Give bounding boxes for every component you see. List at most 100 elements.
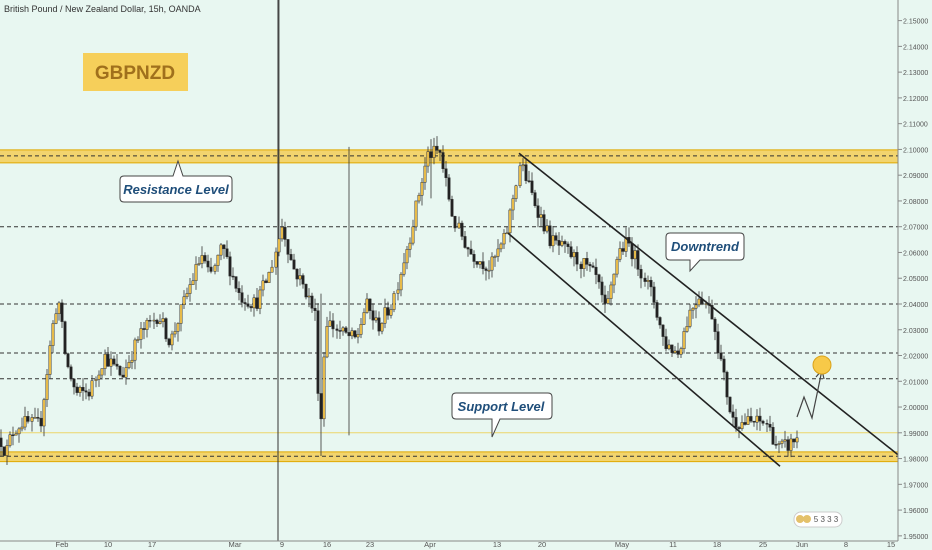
candle (115, 354, 119, 370)
candle (8, 431, 12, 448)
candle (152, 312, 156, 330)
time-tick-label: 11 (669, 540, 677, 549)
candle (548, 220, 552, 249)
candle (639, 264, 643, 289)
ticker-badge-label: GBPNZD (95, 63, 175, 84)
candle (54, 308, 58, 325)
candle (432, 137, 436, 165)
candle (429, 139, 433, 199)
indicator-badge: 5 3 3 3 (793, 511, 843, 528)
candle (316, 303, 320, 402)
resistance-zone (0, 149, 898, 163)
candle (264, 278, 268, 284)
candle (42, 397, 46, 437)
candle (636, 244, 640, 277)
candle (490, 252, 494, 278)
candle (206, 254, 210, 273)
candle (481, 252, 485, 275)
downtrend-callout: Downtrend (665, 232, 745, 273)
candle (615, 256, 619, 278)
candle (17, 427, 21, 443)
candle (11, 426, 15, 446)
candle (557, 232, 561, 255)
candle (179, 304, 183, 332)
time-tick-label: May (615, 540, 629, 549)
candle (460, 220, 464, 241)
candle (222, 244, 226, 259)
candle (533, 189, 537, 208)
candle (155, 318, 159, 328)
candle (563, 239, 567, 253)
time-tick-label: 9 (280, 540, 284, 549)
candle (411, 219, 415, 246)
candle (405, 246, 409, 270)
candle (14, 430, 18, 436)
candle (145, 317, 149, 338)
candle (652, 281, 656, 309)
candle (325, 316, 329, 359)
time-tick-label: 8 (844, 540, 848, 549)
candle (112, 355, 116, 366)
candle (36, 408, 40, 422)
price-tick-label: 2.05000 (903, 276, 928, 283)
candle (740, 415, 744, 431)
candle (191, 273, 195, 285)
price-tick-label: 1.99000 (903, 431, 928, 438)
support-label: Support Level (458, 399, 545, 414)
time-tick-label: 16 (323, 540, 331, 549)
price-tick-label: 2.13000 (903, 70, 928, 77)
candle (502, 229, 506, 249)
price-tick-label: 2.08000 (903, 199, 928, 206)
price-tick-label: 2.14000 (903, 44, 928, 51)
candle (618, 241, 622, 263)
candle (304, 283, 308, 300)
price-axis: 2.15000 2.14000 2.13000 2.12000 2.11000 2.100… (897, 0, 932, 550)
candle (536, 198, 540, 228)
time-tick-label: Feb (56, 540, 69, 549)
candle (237, 281, 241, 301)
candle (551, 226, 555, 253)
time-tick-label: 17 (148, 540, 156, 549)
candle (90, 375, 94, 400)
candle (26, 411, 30, 424)
price-tick-label: 1.98000 (903, 457, 928, 464)
candle (106, 347, 110, 367)
price-tick-label: 1.96000 (903, 508, 928, 515)
candle (487, 260, 491, 280)
price-tick-label: 2.10000 (903, 147, 928, 154)
price-tick-label: 2.15000 (903, 19, 928, 26)
candle (664, 328, 668, 352)
candle (109, 351, 113, 376)
candle (435, 136, 439, 155)
candle (694, 296, 698, 319)
candle (606, 291, 610, 305)
time-axis: Feb 10 17 Mar 9 16 23 Apr 13 20 May 11 18 25 Jun 8 15 (0, 540, 932, 550)
candle (496, 239, 500, 262)
candle (621, 241, 625, 256)
candle (530, 172, 534, 196)
candle (661, 324, 665, 346)
resistance-callout: Resistance Level (119, 159, 233, 203)
candle (48, 340, 52, 379)
candle (591, 262, 595, 269)
candle (267, 271, 271, 283)
candle (228, 251, 232, 286)
time-tick-label: Mar (229, 540, 242, 549)
candle (20, 417, 24, 432)
candle (789, 433, 793, 458)
price-tick-label: 1.95000 (903, 534, 928, 541)
candle (527, 170, 531, 184)
candle (185, 287, 189, 300)
price-tick-label: 2.07000 (903, 225, 928, 232)
candle (600, 276, 604, 303)
price-tick-label: 2.03000 (903, 328, 928, 335)
candle (728, 396, 732, 414)
candle (582, 258, 586, 277)
candle (475, 261, 479, 268)
candle (585, 251, 589, 271)
candle (755, 409, 759, 431)
candle (633, 244, 637, 269)
candle (362, 308, 366, 325)
time-tick-label: 25 (759, 540, 767, 549)
